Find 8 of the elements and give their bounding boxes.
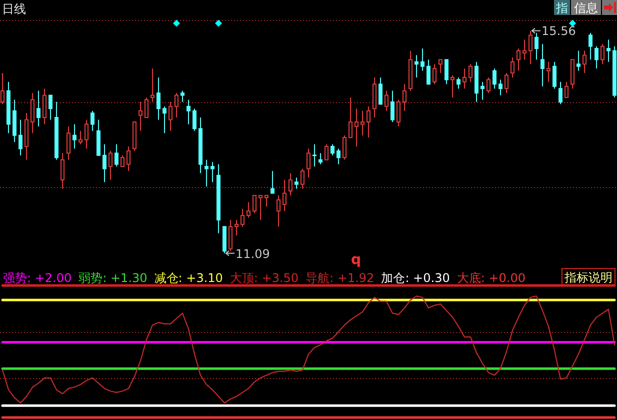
annotation: 15.56 xyxy=(542,24,576,38)
button: 信息 xyxy=(571,0,601,15)
annotation: 11.09 xyxy=(236,246,270,261)
chart-title: 日线 xyxy=(2,2,26,16)
button: 指 xyxy=(554,0,570,15)
button: 指标说明 xyxy=(562,268,616,286)
legend: 强势: +2.00 弱势: +1.30 减仓: +3.10 大顶: +3.50 导航: +1.92 加仓: +0.30 大底: +0.00 xyxy=(3,271,526,285)
annotation: q xyxy=(351,252,362,268)
